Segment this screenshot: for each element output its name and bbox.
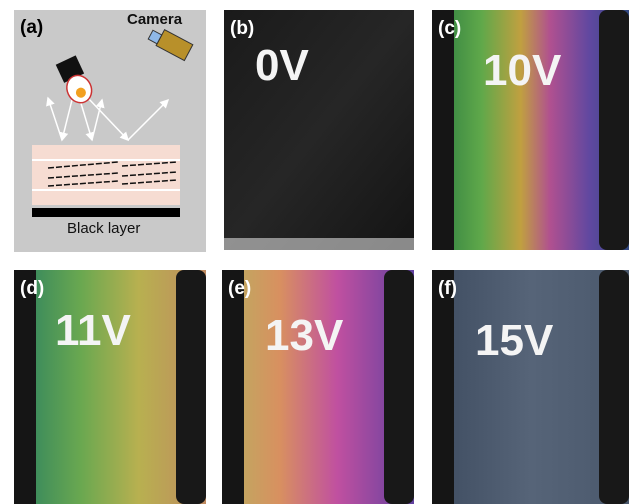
- dark-edge: [222, 270, 244, 504]
- voltage-label: 15V: [475, 316, 554, 365]
- voltage-label: 11V: [55, 306, 132, 355]
- voltage-label: 10V: [483, 46, 562, 95]
- film: [32, 145, 180, 205]
- page: (a) Camera Black layer (b)0V (c) 10V (d) 11V…: [0, 0, 629, 504]
- black-layer: [32, 208, 180, 217]
- schematic-panel: (a) Camera Black layer: [14, 10, 206, 252]
- dark-edge: [432, 10, 454, 250]
- panel-label: (d): [20, 278, 44, 299]
- panel-label: (c): [438, 18, 461, 39]
- dark-edge: [599, 10, 629, 250]
- panel-label: (a): [20, 17, 43, 38]
- voltage-label: 0V: [255, 41, 309, 90]
- panel-label: (b): [230, 18, 254, 39]
- dark-edge: [176, 270, 206, 504]
- panel-label: (e): [228, 278, 251, 299]
- figure: (a) Camera Black layer (b)0V (c) 10V (d) 11V…: [0, 0, 629, 504]
- camera-label: Camera: [127, 11, 183, 28]
- dark-edge: [384, 270, 414, 504]
- photo: [224, 10, 414, 250]
- panel-label: (f): [438, 278, 457, 299]
- edge-glare: [224, 238, 414, 250]
- voltage-label: 13V: [265, 311, 344, 360]
- layer-label: Black layer: [67, 220, 140, 237]
- dark-edge: [432, 270, 454, 504]
- dark-edge: [599, 270, 629, 504]
- dark-edge: [14, 270, 36, 504]
